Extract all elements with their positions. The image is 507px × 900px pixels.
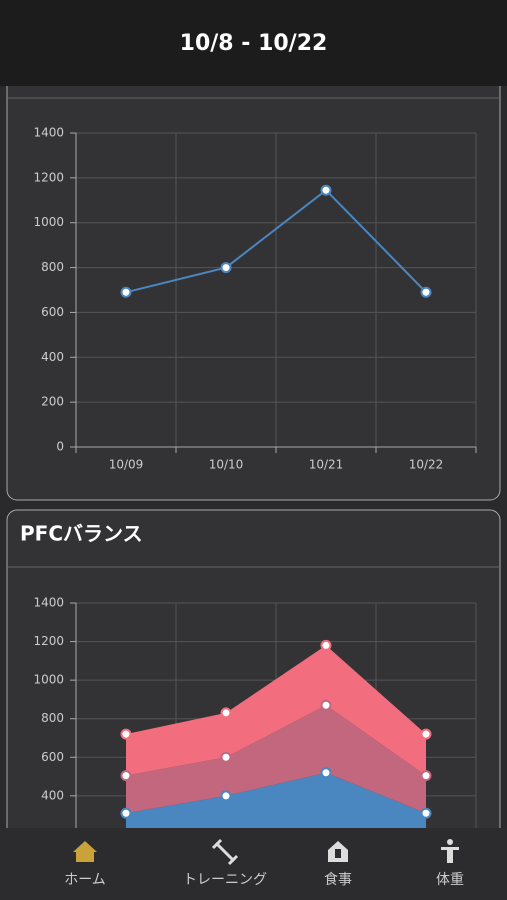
tab-label[interactable]: ホーム [64, 872, 106, 888]
content: PFCバランス 0 200 400 600 800 1000 1200 1400 10/09 10… [6, 86, 501, 828]
y-tick-label: 1000 [33, 215, 64, 229]
tab-items: ホーム トレーニング 食事 体重 [64, 871, 464, 888]
tab-label[interactable]: トレーニング [183, 872, 267, 888]
data-point [320, 767, 332, 779]
y-tick-label: 1000 [33, 673, 64, 687]
data-point [320, 699, 332, 711]
card-title: PFCバランス [20, 522, 143, 546]
y-tick-label: 600 [41, 305, 64, 319]
area [126, 772, 426, 828]
weight-icon [441, 839, 459, 863]
data-point [120, 286, 132, 298]
data-point [420, 286, 432, 298]
data-point [120, 770, 132, 782]
data-point [320, 184, 332, 196]
y-tick-label: 400 [41, 788, 64, 802]
header-title: 10/8 - 10/22 [0, 0, 507, 86]
y-tick-label: 1400 [33, 596, 64, 610]
data-point [220, 751, 232, 763]
data-point [120, 807, 132, 819]
y-tick-label: 400 [41, 350, 64, 364]
y-tick-label: 1400 [33, 126, 64, 140]
data-line [125, 188, 427, 294]
data-point [420, 770, 432, 782]
data-point [220, 707, 232, 719]
data-point [320, 639, 332, 651]
y-tick-label: 1200 [33, 170, 64, 184]
card [6, 86, 501, 501]
training-icon [211, 838, 239, 866]
tab-bar: ホーム トレーニング 食事 体重 [0, 828, 507, 900]
data-point [120, 728, 132, 740]
y-tick-label: 800 [41, 260, 64, 274]
area [126, 705, 426, 814]
x-tick-label: 10/22 [409, 458, 444, 472]
y-tick-label: 800 [41, 711, 64, 725]
chart: 400 600 800 1000 1200 1400 [33, 596, 477, 828]
x-tick-label: 10/21 [309, 458, 344, 472]
y-tick-label: 200 [41, 395, 64, 409]
tab-label[interactable]: 体重 [436, 872, 464, 888]
data-point [420, 728, 432, 740]
meal-icon [328, 841, 348, 862]
data-point [220, 790, 232, 802]
data-point [420, 807, 432, 819]
x-tick-label: 10/09 [109, 458, 144, 472]
y-tick-label: 0 [56, 440, 64, 454]
y-tick-label: 1200 [33, 634, 64, 648]
x-tick-label: 10/10 [209, 458, 244, 472]
home-icon [73, 841, 97, 862]
tab-label[interactable]: 食事 [324, 871, 352, 888]
area [126, 645, 426, 776]
data-point [220, 262, 232, 274]
chart: 0 200 400 600 800 1000 1200 1400 10/09 10/10 10/21… [33, 126, 477, 472]
y-tick-label: 600 [41, 750, 64, 764]
